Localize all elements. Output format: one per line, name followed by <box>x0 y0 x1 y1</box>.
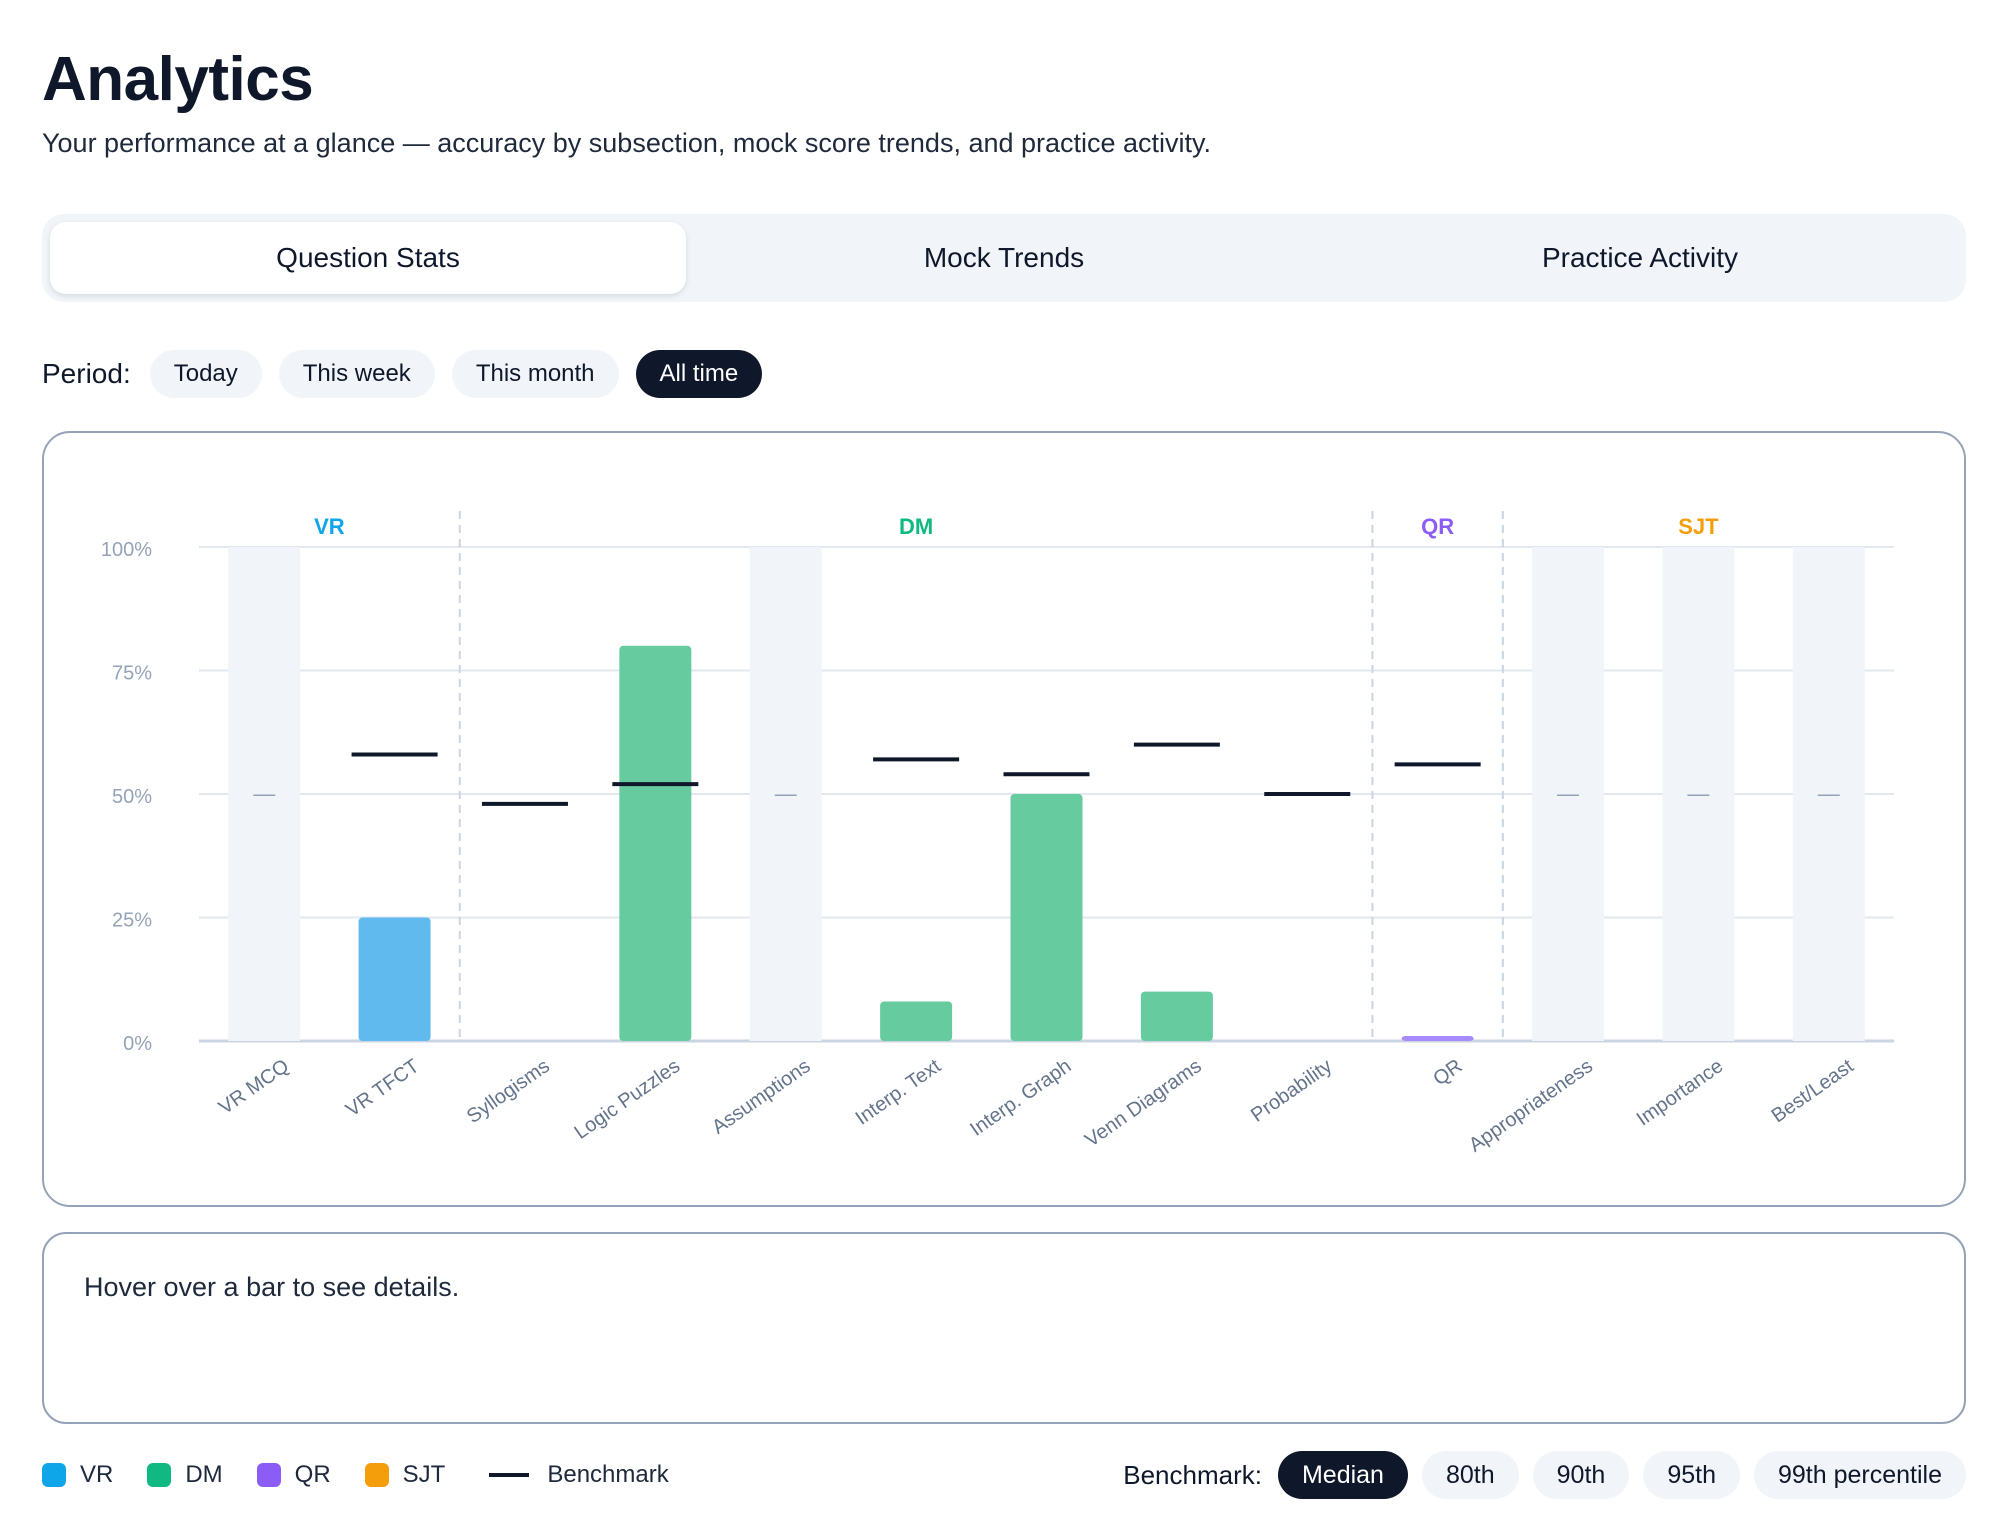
legend-label-vr: VR <box>80 1461 114 1488</box>
group-label-dm: DM <box>899 514 933 539</box>
y-tick-label: 25% <box>112 910 152 932</box>
period-filter: Period: Today This week This month All t… <box>42 350 763 398</box>
accuracy-chart: 0% 25% 50% 75% 100% VR DM QR SJT — VR MCQ VR TFCT Sy… <box>101 511 1894 1157</box>
bar-qr <box>1401 1036 1474 1041</box>
x-tick-label: Appropriateness <box>1465 1055 1597 1157</box>
x-tick-label: Interp. Graph <box>966 1055 1075 1141</box>
x-tick-label: Venn Diagrams <box>1081 1055 1206 1151</box>
benchmark-median-button[interactable]: Median <box>1277 1451 1408 1499</box>
chart-legend: VR DM QR SJT Benchmark <box>42 1451 703 1499</box>
period-today-button[interactable]: Today <box>149 350 262 398</box>
legend-label-qr: QR <box>294 1461 331 1488</box>
y-tick-label: 0% <box>123 1033 152 1055</box>
benchmark-selector-label: Benchmark: <box>1123 1459 1262 1490</box>
tab-mock-trends[interactable]: Mock Trends <box>923 242 1085 273</box>
period-this-week-button[interactable]: This week <box>278 350 435 398</box>
empty-column <box>1792 547 1865 1041</box>
benchmark-selector: Benchmark: Median 80th 90th 95th 99th pe… <box>1123 1451 1966 1499</box>
legend-label-dm: DM <box>185 1461 223 1488</box>
legend-item-qr: QR <box>256 1461 331 1489</box>
bar-interp-graph <box>1010 794 1083 1041</box>
period-label: Period: <box>42 358 131 389</box>
legend-item-sjt: SJT <box>364 1461 446 1489</box>
page-title: Analytics <box>42 45 314 114</box>
bar-venn-diagrams <box>1140 991 1213 1041</box>
group-label-qr: QR <box>1421 514 1454 539</box>
group-label-vr: VR <box>314 514 345 539</box>
period-this-month-button[interactable]: This month <box>451 350 619 398</box>
y-tick-label: 100% <box>101 539 152 561</box>
x-tick-label: VR TFCT <box>342 1055 423 1121</box>
legend-swatch-dm <box>147 1463 172 1487</box>
legend-item-dm: DM <box>147 1461 223 1489</box>
no-data-marker: — <box>253 781 275 806</box>
legend-swatch-sjt <box>364 1463 389 1487</box>
x-tick-label: Logic Puzzles <box>571 1055 685 1144</box>
y-tick-label: 50% <box>112 786 152 808</box>
accuracy-chart-card: 0% 25% 50% 75% 100% VR DM QR SJT — VR MCQ VR TFCT Sy… <box>42 431 1966 1207</box>
x-tick-label: Importance <box>1633 1055 1728 1130</box>
bar-logic-puzzles <box>619 645 692 1041</box>
x-tick-label: Syllogisms <box>463 1055 554 1128</box>
x-tick-label: VR MCQ <box>215 1055 293 1119</box>
y-tick-label: 75% <box>112 663 152 685</box>
legend-label-sjt: SJT <box>402 1461 446 1488</box>
x-tick-label: Interp. Text <box>852 1055 946 1130</box>
x-tick-label: Probability <box>1247 1055 1336 1127</box>
empty-column <box>1532 547 1605 1041</box>
no-data-marker: — <box>775 781 797 806</box>
benchmark-line-icon <box>489 1473 530 1477</box>
bar-interp-text <box>880 1001 953 1041</box>
legend-swatch-vr <box>42 1463 66 1487</box>
empty-column <box>749 547 822 1041</box>
legend-item-benchmark: Benchmark <box>479 1461 669 1489</box>
benchmark-90th-button[interactable]: 90th <box>1532 1451 1630 1499</box>
group-label-sjt: SJT <box>1678 514 1719 539</box>
no-data-marker: — <box>1818 781 1840 806</box>
tab-question-stats[interactable]: Question Stats <box>50 222 686 294</box>
no-data-marker: — <box>1557 781 1579 806</box>
empty-column <box>1662 547 1735 1041</box>
x-tick-label: Best/Least <box>1768 1055 1858 1127</box>
bar-vr-tfct <box>358 917 431 1041</box>
empty-column <box>228 547 301 1041</box>
legend-swatch-qr <box>256 1463 281 1487</box>
tab-bar: Question Stats Mock Trends Practice Acti… <box>42 214 1966 302</box>
x-tick-label: QR <box>1429 1055 1466 1090</box>
legend-item-vr: VR <box>42 1461 113 1489</box>
no-data-marker: — <box>1687 781 1709 806</box>
detail-text: Hover over a bar to see details. <box>84 1272 460 1302</box>
benchmark-80th-button[interactable]: 80th <box>1421 1451 1519 1499</box>
tab-practice-activity[interactable]: Practice Activity <box>1541 242 1739 273</box>
page-subtitle: Your performance at a glance — accuracy … <box>42 128 1212 158</box>
x-tick-label: Assumptions <box>708 1055 814 1139</box>
legend-label-benchmark: Benchmark <box>547 1461 669 1488</box>
benchmark-99th-button[interactable]: 99th percentile <box>1753 1451 1966 1499</box>
period-all-time-button[interactable]: All time <box>635 350 763 398</box>
benchmark-95th-button[interactable]: 95th <box>1643 1451 1740 1499</box>
detail-panel: Hover over a bar to see details. <box>42 1232 1966 1424</box>
